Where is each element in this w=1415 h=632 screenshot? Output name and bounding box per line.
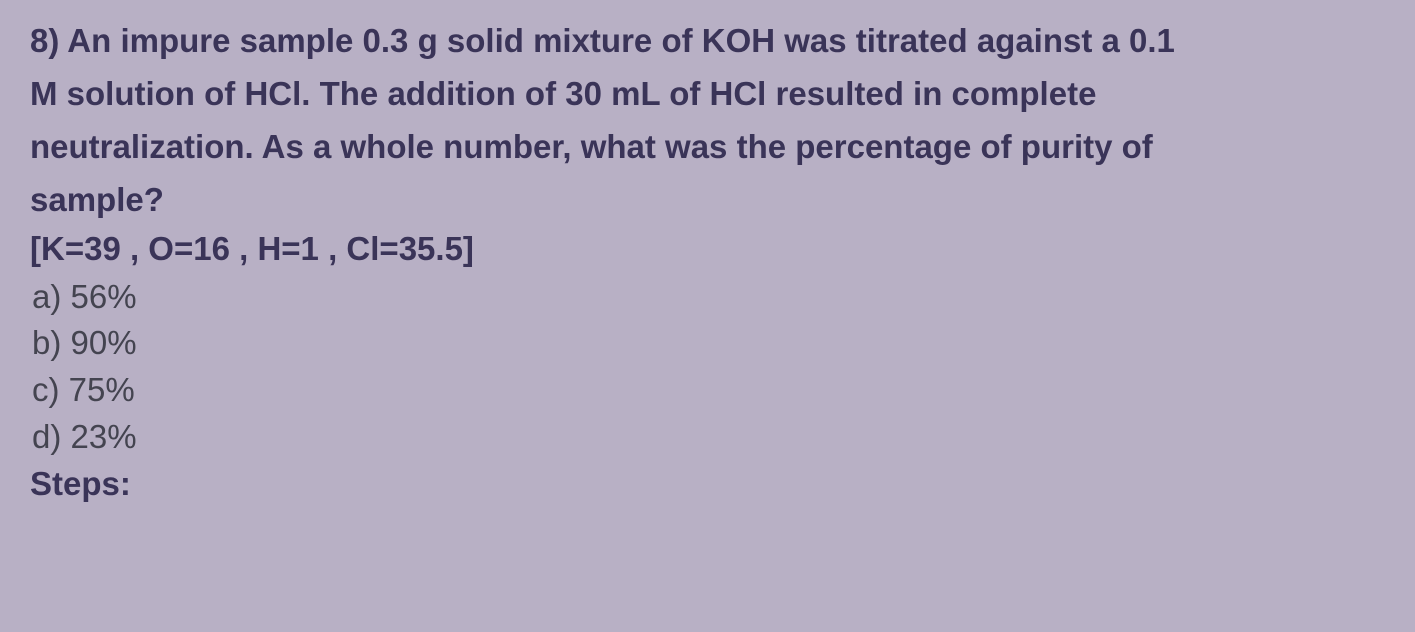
question-line-3: neutralization. As a whole number, what … xyxy=(30,121,1385,172)
question-line-2: M solution of HCl. The addition of 30 mL… xyxy=(30,68,1385,119)
question-line-1: 8) An impure sample 0.3 g solid mixture … xyxy=(30,15,1385,66)
atomic-masses: [K=39 , O=16 , H=1 , Cl=35.5] xyxy=(30,230,1385,268)
option-d: d) 23% xyxy=(32,414,1385,461)
option-c: c) 75% xyxy=(32,367,1385,414)
option-b: b) 90% xyxy=(32,320,1385,367)
question-line-4: sample? xyxy=(30,174,1385,225)
steps-label: Steps: xyxy=(30,465,1385,503)
option-a: a) 56% xyxy=(32,274,1385,321)
